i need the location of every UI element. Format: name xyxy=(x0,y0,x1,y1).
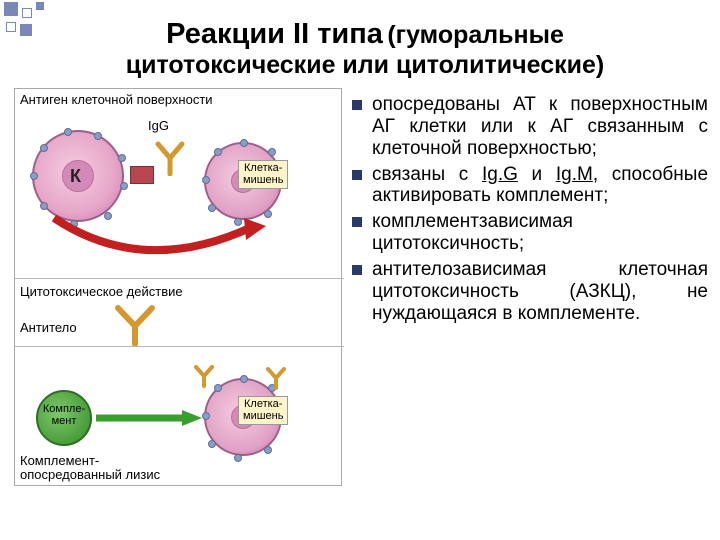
divider-1 xyxy=(14,278,344,279)
divider-2 xyxy=(14,346,344,347)
diagram: Антиген клеточной поверхности IgG К xyxy=(14,88,344,488)
label-cytotoxic-action: Цитотоксическое действие xyxy=(20,284,183,299)
bullet-marker xyxy=(352,265,362,275)
antibody-igg-top xyxy=(150,136,190,176)
bullet-text: антителозависимая клеточная цитотоксично… xyxy=(372,259,708,325)
k-cell-letter: К xyxy=(70,166,81,187)
cytotoxic-arrow xyxy=(44,208,274,278)
label-igg: IgG xyxy=(148,118,169,133)
bullet-marker xyxy=(352,217,362,227)
antibody-on-cell-1 xyxy=(192,364,216,388)
antibody-on-cell-2 xyxy=(264,366,288,390)
corner-decoration xyxy=(0,0,90,40)
bullet-item: комплементзависимая цитотоксичность; xyxy=(352,211,708,255)
label-complement: Компле-мент xyxy=(40,404,88,427)
slide-title: Реакции II типа (гуморальные цитотоксиче… xyxy=(0,0,720,88)
title-sub-paren: (гуморальные xyxy=(387,21,564,49)
bullet-text: комплементзависимая цитотоксичность; xyxy=(372,211,708,255)
bullet-item: опосредованы АТ к поверхностным АГ клетк… xyxy=(352,94,708,160)
bullet-item: связаны с Ig.G и Ig.M, способные активир… xyxy=(352,164,708,208)
bullet-marker xyxy=(352,100,362,110)
bullet-text: связаны с Ig.G и Ig.M, способные активир… xyxy=(372,164,708,208)
bullet-list: опосредованы АТ к поверхностным АГ клетк… xyxy=(344,88,708,488)
bullet-item: антителозависимая клеточная цитотоксично… xyxy=(352,259,708,325)
bullet-text: опосредованы АТ к поверхностным АГ клетк… xyxy=(372,94,708,160)
label-antibody: Антитело xyxy=(20,320,77,335)
complement-arrow xyxy=(94,408,204,428)
label-complement-lysis: Комплемент-опосредованный лизис xyxy=(20,454,160,481)
title-main: Реакции II типа xyxy=(166,18,383,50)
bullet-marker xyxy=(352,170,362,180)
target-cell-top-label: Клетка-мишень xyxy=(238,160,288,189)
title-sub-line2: цитотоксические или цитолитические) xyxy=(30,51,700,80)
label-surface-antigen: Антиген клеточной поверхности xyxy=(20,92,213,107)
antibody-icon xyxy=(110,304,160,346)
target-cell-bottom-label: Клетка-мишень xyxy=(238,396,288,425)
